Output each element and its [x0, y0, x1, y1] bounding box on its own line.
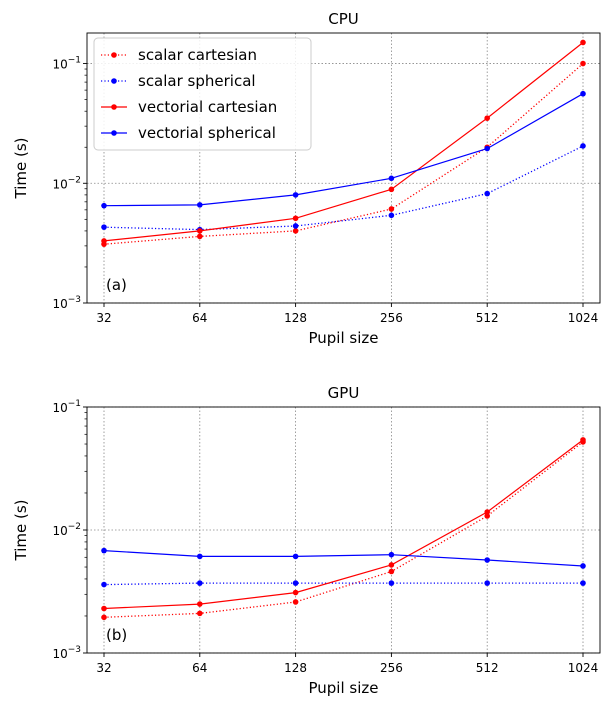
cpu-vectorial-spherical-point — [580, 90, 586, 97]
gpu-vectorial-spherical-point — [197, 553, 203, 560]
legend: scalar cartesian scalar spherical vectoria… — [93, 37, 312, 151]
cpu-panel-annotation: (a) — [106, 276, 127, 294]
cpu-y-axis-label: Time (s) — [12, 138, 30, 200]
cpu-vectorial-cartesian-point — [484, 115, 491, 121]
legend-swatch-marker — [111, 130, 117, 136]
cpu-x-axis-label: Pupil size — [309, 329, 379, 347]
gpu-vectorial-cartesian-point — [388, 562, 395, 568]
gpu-vectorial-spherical-point — [292, 553, 299, 560]
cpu-scalar-cartesian-point — [197, 233, 203, 240]
cpu-vectorial-cartesian-line — [103, 42, 584, 242]
cpu-x-tick-label: 512 — [476, 311, 499, 325]
gpu-vectorial-spherical-point — [101, 547, 107, 554]
cpu-x-tick-label: 128 — [284, 311, 307, 325]
gpu-x-tick-label: 512 — [476, 661, 499, 675]
cpu-vectorial-cartesian-point — [101, 238, 107, 244]
gpu-scalar-spherical-point — [484, 580, 491, 586]
cpu-scalar-spherical-point — [292, 223, 299, 229]
cpu-scalar-spherical-point — [580, 143, 586, 149]
gpu-vectorial-spherical-point — [484, 557, 491, 563]
cpu-x-tick-label: 1024 — [568, 311, 599, 325]
gpu-vectorial-spherical-point — [580, 563, 586, 569]
cpu-vectorial-cartesian-point — [388, 186, 395, 193]
gpu-x-tick-label: 128 — [284, 661, 307, 675]
gpu-x-tick-label: 1024 — [568, 661, 599, 675]
gpu-panel: 32 64 128 256 512 1024 10−3 10−2 10−1 GPU Pupil si… — [12, 384, 601, 697]
gpu-scalar-spherical-point — [580, 580, 586, 586]
cpu-vectorial-spherical-point — [292, 192, 299, 198]
gpu-vectorial-cartesian-line — [103, 439, 584, 610]
gpu-scalar-cartesian-point — [484, 513, 491, 519]
gpu-y-tick-label: 10−3 — [52, 645, 81, 661]
gpu-x-tick-label: 256 — [380, 661, 403, 675]
cpu-vectorial-spherical-point — [388, 175, 395, 182]
cpu-vectorial-spherical-point — [101, 202, 107, 209]
gpu-vectorial-cartesian-point — [484, 509, 491, 515]
legend-entry-label: scalar cartesian — [138, 46, 257, 64]
cpu-panel: 32 64 128 256 512 1024 10−3 10−2 10−1 CPU Pupil si… — [12, 10, 601, 347]
gpu-x-tick-label: 64 — [192, 661, 207, 675]
gpu-scalar-spherical-line — [103, 582, 583, 586]
legend-entry-label: vectorial spherical — [138, 124, 276, 142]
gpu-vectorial-cartesian-point — [580, 437, 586, 443]
gpu-scalar-spherical-point — [197, 580, 203, 586]
gpu-y-tick-label: 10−2 — [52, 522, 81, 538]
gpu-x-axis-label: Pupil size — [309, 679, 379, 697]
cpu-scalar-spherical-line — [103, 145, 584, 231]
gpu-vectorial-cartesian-point — [292, 589, 299, 596]
legend-swatch-marker — [111, 78, 117, 84]
cpu-vectorial-spherical-point — [197, 202, 203, 208]
cpu-vectorial-spherical-line — [103, 93, 584, 207]
cpu-vectorial-cartesian-point — [292, 215, 299, 222]
cpu-vectorial-cartesian-point — [580, 39, 586, 46]
gpu-scalar-spherical-point — [292, 580, 299, 586]
gpu-y-tick-label: 10−1 — [52, 399, 81, 415]
cpu-x-tick-label: 256 — [380, 311, 403, 325]
gpu-scalar-spherical-point — [388, 580, 395, 586]
gpu-vectorial-spherical-point — [388, 551, 395, 558]
legend-entry-label: scalar spherical — [138, 72, 256, 90]
legend-swatch-marker — [111, 104, 117, 110]
gpu-scalar-cartesian-point — [292, 599, 299, 605]
gpu-vectorial-spherical-line — [103, 550, 584, 567]
gpu-scalar-cartesian-point — [388, 568, 395, 575]
cpu-scalar-cartesian-line — [103, 63, 584, 245]
cpu-scalar-spherical-point — [484, 190, 491, 197]
cpu-x-tick-label: 64 — [192, 311, 207, 325]
cpu-scalar-spherical-point — [388, 212, 395, 219]
cpu-x-tick-label: 32 — [96, 311, 111, 325]
cpu-y-tick-label: 10−1 — [52, 56, 81, 72]
legend-swatch-marker — [111, 52, 117, 58]
gpu-scalar-cartesian-point — [101, 614, 107, 621]
cpu-scalar-cartesian-point — [580, 60, 586, 67]
cpu-chart-title: CPU — [328, 10, 359, 28]
cpu-scalar-cartesian-point — [388, 206, 395, 212]
gpu-vectorial-cartesian-point — [101, 605, 107, 612]
gpu-scalar-spherical-point — [101, 581, 107, 588]
gpu-panel-annotation: (b) — [106, 626, 127, 644]
cpu-y-tick-label: 10−3 — [52, 295, 81, 311]
gpu-vectorial-cartesian-point — [197, 601, 203, 607]
cpu-vectorial-spherical-point — [484, 145, 491, 152]
cpu-axes-frame — [86, 32, 601, 304]
legend-box — [93, 37, 312, 151]
gpu-chart-title: GPU — [328, 384, 360, 402]
legend-entry-label: vectorial cartesian — [138, 98, 277, 116]
cpu-scalar-spherical-point — [101, 224, 107, 230]
gpu-y-axis-label: Time (s) — [12, 500, 30, 562]
cpu-scalar-cartesian-point — [292, 228, 299, 234]
cpu-y-tick-label: 10−2 — [52, 175, 81, 191]
gpu-scalar-cartesian-point — [197, 610, 203, 617]
cpu-vectorial-cartesian-point — [197, 228, 203, 234]
gpu-x-tick-label: 32 — [96, 661, 111, 675]
